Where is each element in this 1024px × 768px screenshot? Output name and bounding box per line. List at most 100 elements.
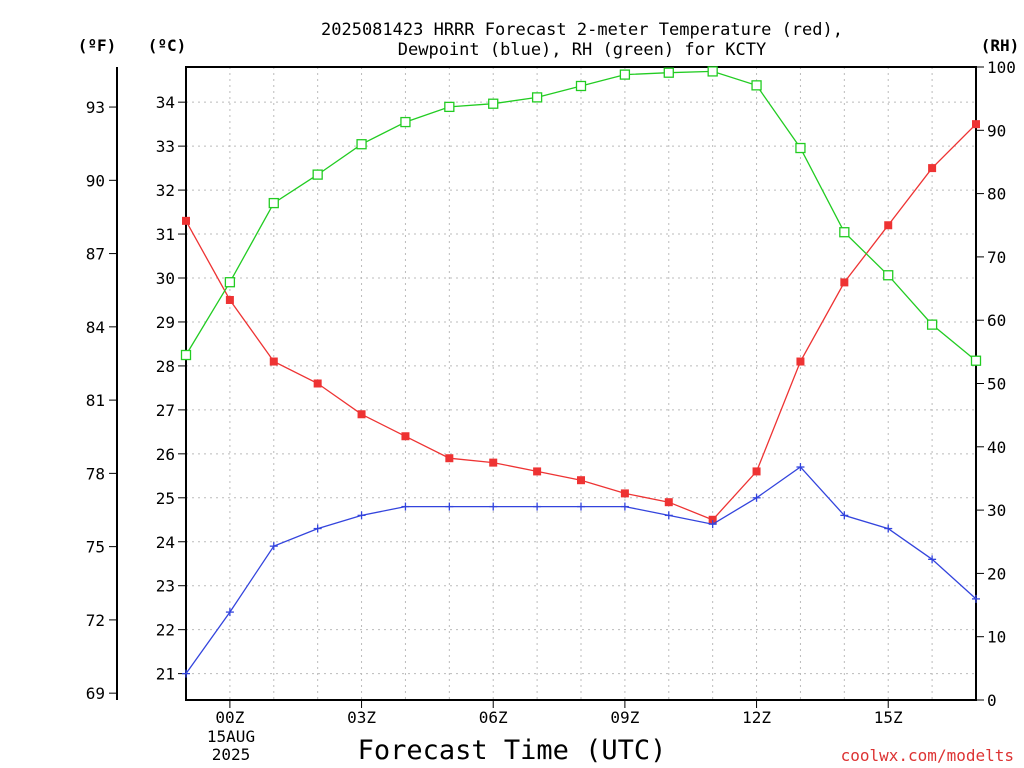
- dewpoint-point: [620, 502, 629, 511]
- rh-point: [619, 69, 631, 80]
- rh-point: [970, 355, 982, 366]
- unit-celsius: (ºC): [148, 36, 187, 55]
- celsius-tick-label: 33: [156, 137, 175, 156]
- rh-point: [400, 116, 411, 128]
- temperature-point: [182, 216, 190, 225]
- fahrenheit-tick-label: 87: [86, 245, 105, 264]
- temperature-point: [972, 120, 980, 129]
- rh-tick-label: 10: [987, 628, 1006, 647]
- x-tick-label: 12Z: [742, 708, 771, 727]
- temperature-point: [533, 467, 542, 476]
- dewpoint-point: [664, 511, 673, 520]
- rh-tick-label: 30: [987, 501, 1006, 520]
- rh-point: [795, 142, 806, 154]
- date-label-year: 2025: [212, 745, 251, 764]
- series-dewpoint: [182, 463, 980, 678]
- axes: [109, 66, 984, 708]
- celsius-tick-label: 25: [156, 489, 175, 508]
- rh-tick-label: 50: [987, 375, 1006, 394]
- temperature-point: [225, 295, 234, 304]
- rh-point: [224, 277, 236, 288]
- rh-tick-label: 40: [987, 438, 1006, 457]
- dewpoint-point: [840, 511, 849, 520]
- temperature-point: [357, 410, 366, 419]
- rh-point: [488, 98, 499, 109]
- temperature-point: [489, 458, 498, 467]
- rh-point: [926, 319, 938, 330]
- chart-title: 2025081423 HRRR Forecast 2-meter Tempera…: [321, 20, 843, 40]
- chart-subtitle: Dewpoint (blue), RH (green) for KCTY: [398, 40, 766, 60]
- fahrenheit-tick-label: 93: [86, 98, 105, 117]
- temperature-point: [664, 498, 673, 507]
- temperature-point: [577, 476, 585, 485]
- series-rh: [180, 66, 982, 366]
- rh-point: [883, 270, 894, 281]
- temperature-point: [269, 357, 278, 366]
- dewpoint-point: [928, 555, 937, 564]
- temperature-point: [445, 454, 454, 463]
- rh-point: [268, 197, 279, 209]
- rh-point: [312, 169, 323, 180]
- unit-rh: (RH): [981, 36, 1020, 55]
- rh-point: [839, 227, 850, 238]
- celsius-tick-label: 34: [156, 93, 175, 112]
- rh-point: [356, 139, 367, 150]
- x-tick-label: 09Z: [610, 708, 639, 727]
- rh-point: [444, 101, 455, 113]
- rh-tick-label: 80: [987, 185, 1006, 204]
- fahrenheit-tick-label: 72: [86, 611, 105, 630]
- rh-point: [751, 80, 762, 91]
- dewpoint-point: [357, 511, 366, 520]
- series-temperature: [182, 120, 980, 524]
- celsius-tick-label: 29: [156, 313, 175, 332]
- celsius-tick-label: 24: [156, 533, 175, 552]
- dewpoint-point: [401, 502, 410, 511]
- temperature-point: [840, 278, 849, 287]
- fahrenheit-tick-label: 69: [86, 684, 105, 703]
- rh-tick-label: 60: [987, 311, 1006, 330]
- fahrenheit-tick-label: 84: [86, 318, 105, 337]
- celsius-tick-label: 32: [156, 181, 175, 200]
- dewpoint-point: [752, 493, 761, 502]
- x-axis-label: Forecast Time (UTC): [358, 735, 667, 766]
- dewpoint-point: [269, 542, 278, 551]
- rh-tick-label: 100: [987, 58, 1016, 77]
- celsius-tick-label: 28: [156, 357, 175, 376]
- fahrenheit-tick-label: 81: [86, 391, 105, 410]
- rh-tick-label: 0: [987, 691, 997, 710]
- dewpoint-point: [182, 669, 190, 678]
- dewpoint-point: [533, 502, 542, 511]
- rh-tick-label: 90: [987, 121, 1006, 140]
- temperature-point: [620, 489, 629, 498]
- temperature-point: [884, 221, 893, 230]
- rh-point: [180, 349, 192, 361]
- rh-point: [707, 66, 718, 77]
- dewpoint-point: [972, 594, 980, 603]
- source-credit: coolwx.com/modelts: [841, 746, 1014, 765]
- rh-tick-label: 70: [987, 248, 1006, 267]
- celsius-tick-label: 21: [156, 665, 175, 684]
- dewpoint-point: [445, 502, 454, 511]
- dewpoint-point: [708, 520, 717, 529]
- dewpoint-point: [577, 502, 585, 511]
- celsius-tick-label: 30: [156, 269, 175, 288]
- series-line-dewpoint: [185, 466, 977, 674]
- temperature-point: [313, 379, 322, 388]
- series-layer: [180, 66, 982, 678]
- x-tick-label: 15Z: [874, 708, 903, 727]
- temperature-point: [928, 164, 937, 173]
- fahrenheit-tick-label: 78: [86, 464, 105, 483]
- rh-point: [575, 80, 587, 92]
- grid: [186, 67, 976, 700]
- fahrenheit-tick-label: 75: [86, 538, 105, 557]
- dewpoint-point: [489, 502, 498, 511]
- tick-labels: 69 72 75 78 81 84 87 90 93 21 22 23 24 25 26 27 28 29 30 31…: [86, 58, 1016, 727]
- rh-tick-label: 20: [987, 564, 1006, 583]
- dewpoint-point: [884, 524, 893, 533]
- x-tick-label: 03Z: [347, 708, 376, 727]
- rh-point: [663, 67, 674, 78]
- plot-frame: [185, 66, 977, 701]
- series-line-rh: [185, 70, 977, 362]
- x-tick-label: 06Z: [479, 708, 508, 727]
